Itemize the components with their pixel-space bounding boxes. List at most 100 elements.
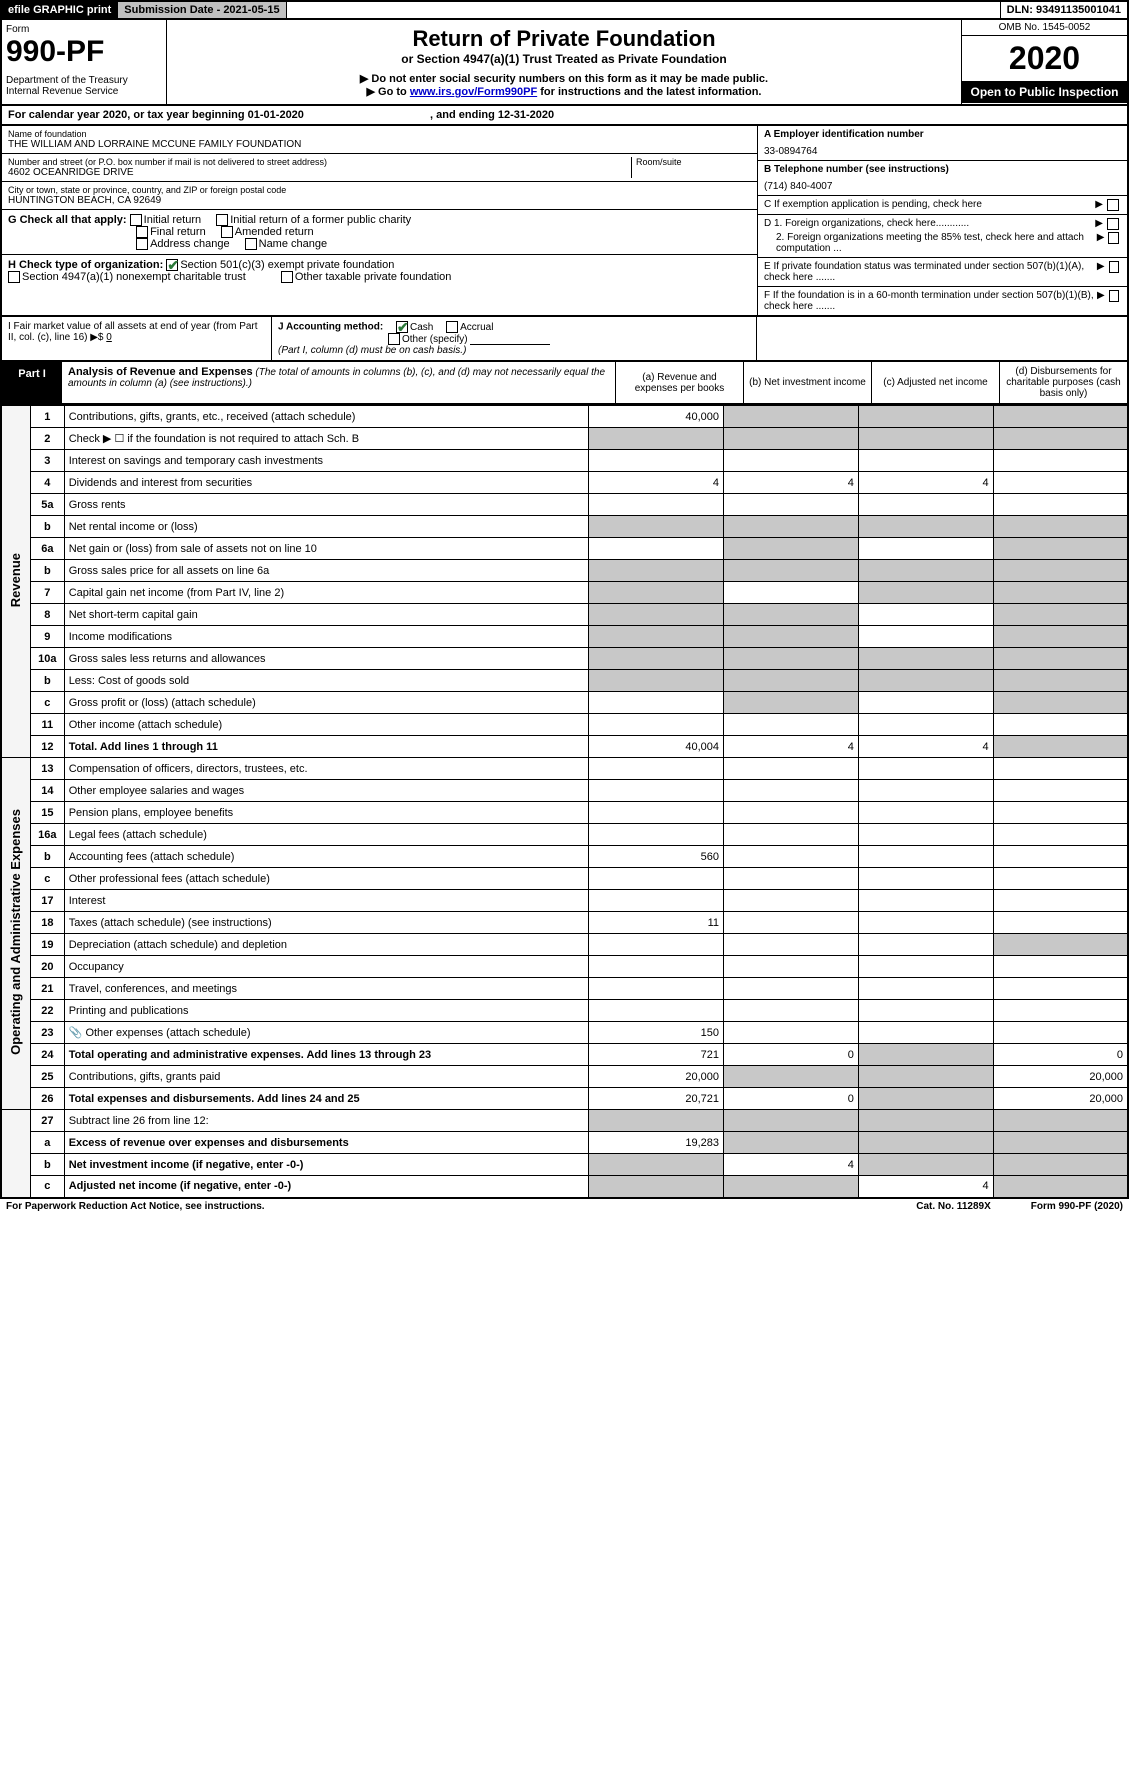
cell-c: [858, 714, 993, 736]
cell-d: [993, 912, 1128, 934]
cell-b: [724, 758, 859, 780]
cell-c: [858, 846, 993, 868]
cb-initial-former[interactable]: [216, 214, 228, 226]
cell-c: [858, 1066, 993, 1088]
cell-b: [724, 846, 859, 868]
cell-a: 20,000: [589, 1066, 724, 1088]
cell-b: [724, 626, 859, 648]
cell-a: [589, 560, 724, 582]
cell-b: [724, 714, 859, 736]
line-desc: Income modifications: [64, 626, 589, 648]
cb-c[interactable]: [1107, 199, 1119, 211]
tel-label: B Telephone number (see instructions): [764, 164, 949, 175]
cell-a: [589, 824, 724, 846]
section-rev: Revenue: [1, 406, 30, 758]
cell-d: [993, 516, 1128, 538]
cb-amended[interactable]: [221, 226, 233, 238]
cell-c: [858, 868, 993, 890]
line-num: 9: [30, 626, 64, 648]
line-num: c: [30, 692, 64, 714]
line-desc: Total. Add lines 1 through 11: [64, 736, 589, 758]
line-desc: Compensation of officers, directors, tru…: [64, 758, 589, 780]
cb-e[interactable]: [1109, 261, 1119, 273]
cell-d: [993, 780, 1128, 802]
cell-a: [589, 428, 724, 450]
cell-c: [858, 780, 993, 802]
irs-link[interactable]: www.irs.gov/Form990PF: [410, 86, 537, 98]
name-label: Name of foundation: [8, 129, 751, 139]
tel-value: (714) 840-4007: [764, 181, 1121, 192]
cell-d: [993, 868, 1128, 890]
line-num: 23: [30, 1022, 64, 1044]
cell-a: [589, 780, 724, 802]
line-desc: Gross sales price for all assets on line…: [64, 560, 589, 582]
cell-d: [993, 692, 1128, 714]
cell-d: 0: [993, 1044, 1128, 1066]
line-num: 18: [30, 912, 64, 934]
line-desc: Net short-term capital gain: [64, 604, 589, 626]
cb-final[interactable]: [136, 226, 148, 238]
line-num: 21: [30, 978, 64, 1000]
cell-b: [724, 604, 859, 626]
line-num: 14: [30, 780, 64, 802]
cb-address[interactable]: [136, 238, 148, 250]
line-num: b: [30, 846, 64, 868]
cell-b: [724, 1000, 859, 1022]
cb-other-acct[interactable]: [388, 333, 400, 345]
cb-other-tax[interactable]: [281, 271, 293, 283]
cb-cash[interactable]: [396, 321, 408, 333]
cell-c: [858, 582, 993, 604]
line-desc: Dividends and interest from securities: [64, 472, 589, 494]
cell-b: [724, 692, 859, 714]
cell-d: 20,000: [993, 1066, 1128, 1088]
cell-b: [724, 428, 859, 450]
cell-b: 0: [724, 1088, 859, 1110]
line-num: b: [30, 670, 64, 692]
cell-b: [724, 978, 859, 1000]
cell-c: [858, 538, 993, 560]
line-num: b: [30, 516, 64, 538]
cb-d1[interactable]: [1107, 218, 1119, 230]
cb-name[interactable]: [245, 238, 257, 250]
line-desc: Pension plans, employee benefits: [64, 802, 589, 824]
form-title: Return of Private Foundation: [173, 26, 955, 52]
cb-501c3[interactable]: [166, 259, 178, 271]
line-num: 20: [30, 956, 64, 978]
cell-b: [724, 802, 859, 824]
cb-4947[interactable]: [8, 271, 20, 283]
line-desc: Travel, conferences, and meetings: [64, 978, 589, 1000]
cb-accrual[interactable]: [446, 321, 458, 333]
ein-label: A Employer identification number: [764, 129, 924, 140]
cell-d: [993, 648, 1128, 670]
cb-f[interactable]: [1109, 290, 1119, 302]
cell-c: [858, 934, 993, 956]
cell-c: [858, 1022, 993, 1044]
col-a: (a) Revenue and expenses per books: [615, 362, 743, 403]
cb-d2[interactable]: [1108, 232, 1119, 244]
cell-c: [858, 1000, 993, 1022]
line-num: 16a: [30, 824, 64, 846]
cell-b: [724, 582, 859, 604]
cell-a: [589, 1000, 724, 1022]
line-num: 1: [30, 406, 64, 428]
acct-row: I Fair market value of all assets at end…: [0, 317, 1129, 362]
cell-d: [993, 1000, 1128, 1022]
cell-a: [589, 648, 724, 670]
cell-a: 150: [589, 1022, 724, 1044]
line-num: 13: [30, 758, 64, 780]
cell-d: [993, 406, 1128, 428]
cb-initial[interactable]: [130, 214, 142, 226]
cell-c: [858, 692, 993, 714]
cell-b: [724, 494, 859, 516]
ein-value: 33-0894764: [764, 146, 1121, 157]
line-desc: Net gain or (loss) from sale of assets n…: [64, 538, 589, 560]
line-desc: Net rental income or (loss): [64, 516, 589, 538]
cell-b: [724, 450, 859, 472]
cell-d: [993, 560, 1128, 582]
line-desc: Less: Cost of goods sold: [64, 670, 589, 692]
cell-c: [858, 978, 993, 1000]
line-num: 22: [30, 1000, 64, 1022]
cell-c: [858, 648, 993, 670]
cell-b: 4: [724, 472, 859, 494]
i-label: I Fair market value of all assets at end…: [8, 321, 258, 343]
